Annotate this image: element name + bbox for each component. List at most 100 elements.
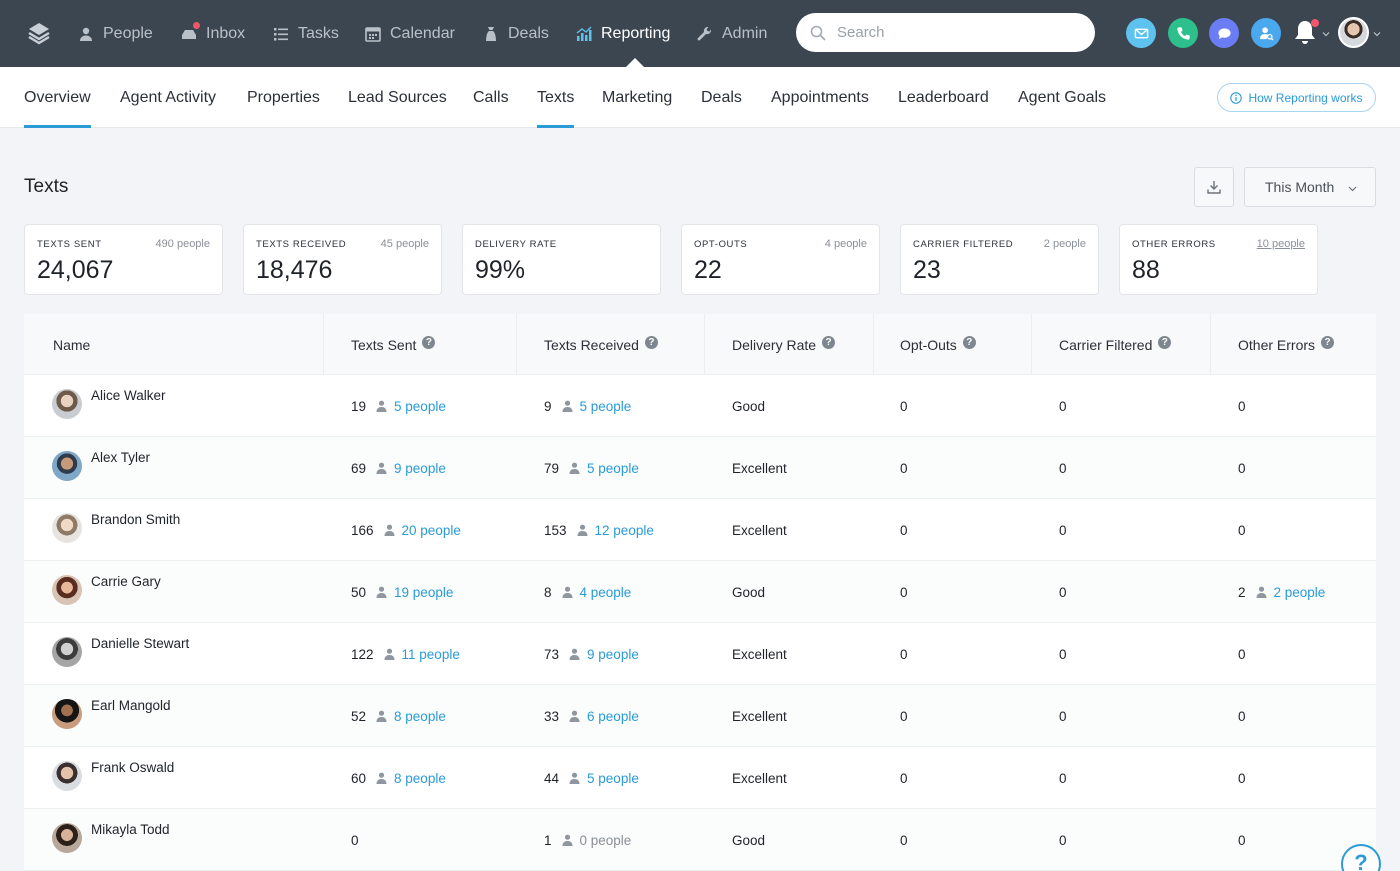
cell-value: 0 — [351, 832, 359, 848]
nav-admin[interactable]: Admin — [697, 0, 767, 67]
email-button[interactable] — [1126, 18, 1156, 48]
period-dropdown[interactable]: This Month — [1244, 167, 1376, 207]
cell-value: Excellent — [732, 460, 787, 476]
tab-marketing[interactable]: Marketing — [602, 67, 672, 128]
nav-calendar[interactable]: Calendar — [365, 0, 455, 67]
download-button[interactable] — [1194, 167, 1234, 207]
user-avatar[interactable] — [1338, 17, 1369, 48]
people-link[interactable]: 4 people — [562, 585, 631, 600]
search-box[interactable] — [796, 13, 1095, 52]
help-icon[interactable]: ? — [1158, 336, 1172, 349]
people-link[interactable]: 5 people — [569, 461, 639, 476]
tab-leaderboard[interactable]: Leaderboard — [898, 67, 989, 128]
how-reporting-works-button[interactable]: How Reporting works — [1217, 83, 1376, 112]
cell-value: 153 — [544, 522, 567, 538]
table-row[interactable]: Brandon Smith 166 20 people 153 12 people Exc… — [24, 499, 1376, 561]
tab-deals[interactable]: Deals — [701, 67, 742, 128]
download-icon — [1207, 181, 1221, 194]
agent-name[interactable]: Alex Tyler — [91, 450, 151, 465]
chat-button[interactable] — [1209, 18, 1239, 48]
column-header-texts-sent[interactable]: Texts Sent? — [351, 314, 436, 375]
app-logo-icon[interactable] — [27, 21, 51, 45]
stat-card-other-errors: OTHER ERRORS 10 people 88 — [1119, 224, 1318, 295]
table-row[interactable]: Alice Walker 19 5 people 9 5 people Good 0 0 0 — [24, 375, 1376, 437]
nav-tasks[interactable]: Tasks — [273, 0, 339, 67]
people-link[interactable]: 9 people — [569, 647, 639, 662]
chevron-down-icon[interactable] — [1373, 30, 1381, 38]
people-link[interactable]: 11 people — [384, 647, 460, 662]
notifications-button[interactable] — [1293, 19, 1319, 47]
stat-card-delivery-rate: DELIVERY RATE 99% — [462, 224, 661, 295]
search-input[interactable] — [837, 24, 1067, 41]
agent-name[interactable]: Alice Walker — [91, 388, 166, 403]
column-header-opt-outs[interactable]: Opt-Outs? — [900, 314, 976, 375]
people-link[interactable]: 19 people — [376, 585, 453, 600]
table-row[interactable]: Mikayla Todd 0 1 0 people Good 0 0 0 — [24, 809, 1376, 871]
people-link[interactable]: 5 people — [569, 771, 639, 786]
column-header-name[interactable]: Name — [53, 314, 90, 375]
stat-people-link[interactable]: 10 people — [1256, 238, 1305, 250]
table-row[interactable]: Alex Tyler 69 9 people 79 5 people Excellent 0… — [24, 437, 1376, 499]
call-button[interactable] — [1168, 18, 1198, 48]
help-icon[interactable]: ? — [422, 336, 436, 349]
person-icon — [569, 648, 587, 660]
avatar — [52, 451, 82, 481]
people-link[interactable]: 6 people — [569, 709, 639, 724]
tab-appointments[interactable]: Appointments — [771, 67, 869, 128]
agent-name[interactable]: Earl Mangold — [91, 698, 171, 713]
help-icon[interactable]: ? — [822, 336, 836, 349]
agent-name[interactable]: Brandon Smith — [91, 512, 181, 527]
help-button[interactable]: ? — [1341, 844, 1381, 871]
agent-name[interactable]: Danielle Stewart — [91, 636, 190, 651]
agent-name[interactable]: Carrie Gary — [91, 574, 161, 589]
nav-people[interactable]: People — [78, 0, 153, 67]
agent-name[interactable]: Mikayla Todd — [91, 822, 170, 837]
contact-lookup-button[interactable] — [1251, 18, 1281, 48]
texts-received-cell: 9 5 people — [544, 375, 631, 437]
table-row[interactable]: Frank Oswald 60 8 people 44 5 people Excellen… — [24, 747, 1376, 809]
tab-calls[interactable]: Calls — [473, 67, 509, 128]
people-link[interactable]: 9 people — [376, 461, 446, 476]
people-link[interactable]: 0 people — [562, 833, 631, 848]
tab-overview[interactable]: Overview — [24, 67, 91, 128]
delivery-rate-cell: Good — [732, 561, 765, 623]
person-icon — [384, 648, 402, 660]
column-header-delivery-rate[interactable]: Delivery Rate? — [732, 314, 836, 375]
nav-tasks-label: Tasks — [298, 24, 339, 42]
other-errors-cell: 0 — [1238, 747, 1256, 809]
table-row[interactable]: Carrie Gary 50 19 people 8 4 people Good 0 0 2 2 … — [24, 561, 1376, 623]
help-icon[interactable]: ? — [962, 336, 976, 349]
help-icon[interactable]: ? — [644, 336, 658, 349]
tab-properties[interactable]: Properties — [247, 67, 320, 128]
table-row[interactable]: Earl Mangold 52 8 people 33 6 people Excellen… — [24, 685, 1376, 747]
nav-deals[interactable]: Deals — [483, 0, 549, 67]
agent-name[interactable]: Frank Oswald — [91, 760, 175, 775]
column-header-other-errors[interactable]: Other Errors? — [1238, 314, 1335, 375]
column-header-carrier-filtered[interactable]: Carrier Filtered? — [1059, 314, 1172, 375]
column-header-texts-received[interactable]: Texts Received? — [544, 314, 658, 375]
people-link[interactable]: 12 people — [577, 523, 654, 538]
people-link[interactable]: 20 people — [384, 523, 461, 538]
table-row[interactable]: Danielle Stewart 122 11 people 73 9 people Ex… — [24, 623, 1376, 685]
nav-inbox[interactable]: Inbox — [181, 0, 245, 67]
table-header: Name Texts Sent? Texts Received? Deliver… — [24, 314, 1376, 375]
people-link[interactable]: 5 people — [562, 399, 631, 414]
tab-agent-activity[interactable]: Agent Activity — [120, 67, 216, 128]
people-link[interactable]: 5 people — [376, 399, 446, 414]
tab-texts[interactable]: Texts — [537, 67, 575, 128]
page-title: Texts — [24, 176, 69, 197]
help-icon[interactable]: ? — [1321, 336, 1335, 349]
people-link[interactable]: 8 people — [376, 771, 446, 786]
nav-calendar-label: Calendar — [390, 24, 455, 42]
person-icon — [562, 400, 580, 412]
chevron-down-icon[interactable] — [1322, 30, 1330, 38]
texts-sent-cell: 166 20 people — [351, 499, 461, 561]
tab-lead-sources[interactable]: Lead Sources — [348, 67, 447, 128]
people-link[interactable]: 8 people — [376, 709, 446, 724]
nav-reporting[interactable]: Reporting — [576, 0, 670, 67]
people-link[interactable]: 2 people — [1256, 585, 1325, 600]
texts-received-cell: 44 5 people — [544, 747, 639, 809]
tab-agent-goals[interactable]: Agent Goals — [1018, 67, 1106, 128]
money-bag-icon — [483, 26, 499, 42]
cell-value: 0 — [1059, 646, 1067, 662]
